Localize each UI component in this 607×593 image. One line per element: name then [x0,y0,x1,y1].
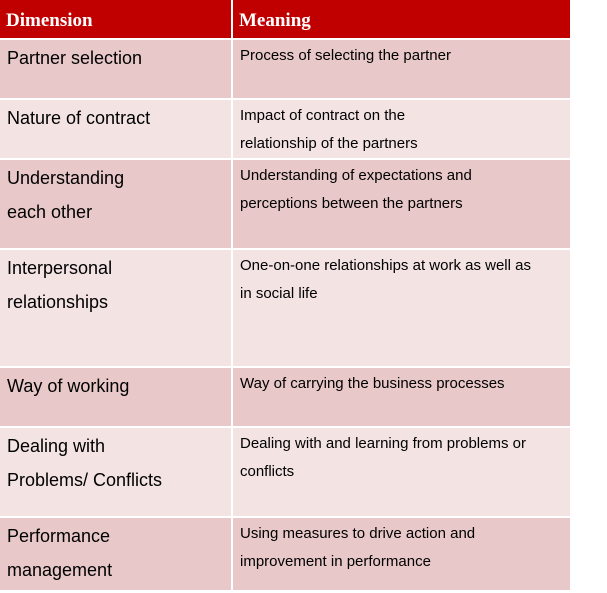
meaning-text: Using measures to drive action and [240,525,476,542]
table-row-dimension: Nature of contract [0,100,231,160]
dimension-text: Performance [7,526,111,546]
meaning-text: in social life [240,285,318,302]
table-row-dimension: Performance management [0,518,231,592]
table-row-meaning: One-on-one relationships at work as well… [231,250,570,368]
dimension-text: Interpersonal [7,258,113,278]
table-row-meaning: Process of selecting the partner [231,40,570,100]
dimension-text: Problems/ Conflicts [7,470,163,490]
meaning-text: conflicts [240,463,295,480]
table-row-dimension: Partner selection [0,40,231,100]
meaning-text: Impact of contract on the [240,107,406,124]
dimension-text: each other [7,202,93,222]
table-row-meaning: Way of carrying the business processes [231,368,570,428]
dimension-text: Dealing with [7,436,106,456]
dimension-text: Nature of contract [7,108,151,128]
meaning-text: One-on-one relationships at work as well… [240,257,531,274]
dimension-text: relationships [7,292,109,312]
dimension-meaning-table: Dimension Meaning Partner selection Proc… [0,0,570,592]
table-row-meaning: Understanding of expectations and percep… [231,160,570,250]
dimension-text: Way of working [7,376,130,396]
meaning-text: Understanding of expectations and [240,167,472,184]
table-row-meaning: Impact of contract on the relationship o… [231,100,570,160]
table-row-dimension: Way of working [0,368,231,428]
table-row-dimension: Dealing with Problems/ Conflicts [0,428,231,518]
dimension-text: management [7,560,113,580]
table-row-meaning: Using measures to drive action and impro… [231,518,570,592]
dimension-text: Understanding [7,168,125,188]
meaning-text: Process of selecting the partner [240,47,451,64]
meaning-text: relationship of the partners [240,135,418,152]
table-row-meaning: Dealing with and learning from problems … [231,428,570,518]
dimension-text: Partner selection [7,48,143,68]
meaning-text: Way of carrying the business processes [240,375,505,392]
header-meaning: Meaning [231,0,570,40]
meaning-text: Dealing with and learning from problems … [240,435,526,452]
meaning-text: perceptions between the partners [240,195,463,212]
header-dimension: Dimension [0,0,231,40]
table-row-dimension: Understanding each other [0,160,231,250]
table-row-dimension: Interpersonal relationships [0,250,231,368]
meaning-text: improvement in performance [240,553,431,570]
